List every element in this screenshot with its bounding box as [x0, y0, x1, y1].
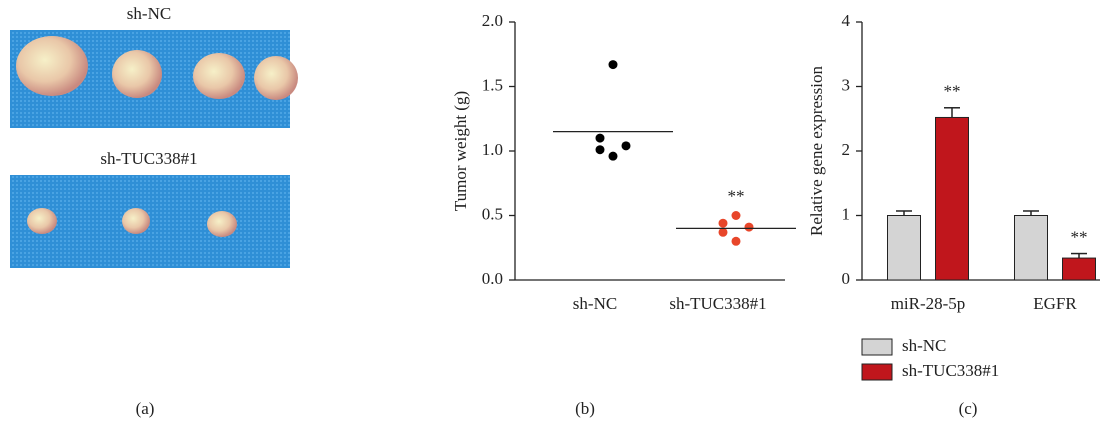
tumor [16, 36, 88, 96]
caption: (a) [136, 399, 155, 418]
dot [596, 145, 605, 154]
tumor [207, 211, 237, 237]
bar [888, 216, 921, 281]
dot [732, 211, 741, 220]
tumor [112, 50, 162, 98]
tumor [193, 53, 245, 99]
caption: (b) [575, 399, 595, 418]
tumor [27, 208, 57, 234]
significance: ** [728, 186, 745, 205]
bar [1063, 258, 1096, 280]
photo-label: sh-NC [127, 4, 171, 23]
y-tick-label: 3 [842, 75, 851, 94]
bar [936, 117, 969, 280]
legend-label: sh-TUC338#1 [902, 361, 999, 380]
y-tick-label: 2 [842, 140, 851, 159]
dot [719, 228, 728, 237]
y-tick-label: 1.0 [482, 140, 503, 159]
x-tick-label: miR-28-5p [891, 294, 966, 313]
y-tick-label: 0 [842, 269, 851, 288]
y-axis-label: Tumor weight (g) [451, 91, 470, 211]
x-tick-label: EGFR [1033, 294, 1077, 313]
x-tick-label: sh-TUC338#1 [669, 294, 766, 313]
significance: ** [1071, 227, 1088, 246]
y-tick-label: 4 [842, 11, 851, 30]
significance: ** [944, 82, 961, 101]
bar [1015, 216, 1048, 281]
x-tick-label: sh-NC [573, 294, 617, 313]
photo-label: sh-TUC338#1 [100, 149, 197, 168]
legend-swatch [862, 339, 892, 355]
y-tick-label: 0.0 [482, 269, 503, 288]
dot [732, 237, 741, 246]
dot [609, 60, 618, 69]
dot [622, 141, 631, 150]
dot [719, 219, 728, 228]
y-tick-label: 2.0 [482, 11, 503, 30]
dot [745, 223, 754, 232]
y-tick-label: 0.5 [482, 204, 503, 223]
figure: sh-NC sh-TUC338#1 (a) 0.0 0.5 1.0 1.5 2.0 Tum… [0, 0, 1116, 427]
dot [596, 134, 605, 143]
y-axis-label: Relative gene expression [807, 66, 826, 236]
legend-swatch [862, 364, 892, 380]
tumor [122, 208, 150, 234]
caption: (c) [959, 399, 978, 418]
y-tick-label: 1 [842, 204, 851, 223]
dot [609, 152, 618, 161]
legend-label: sh-NC [902, 336, 946, 355]
tumor [254, 56, 298, 100]
photo-panel: sh-NC sh-TUC338#1 (a) [10, 4, 298, 418]
y-tick-label: 1.5 [482, 75, 503, 94]
